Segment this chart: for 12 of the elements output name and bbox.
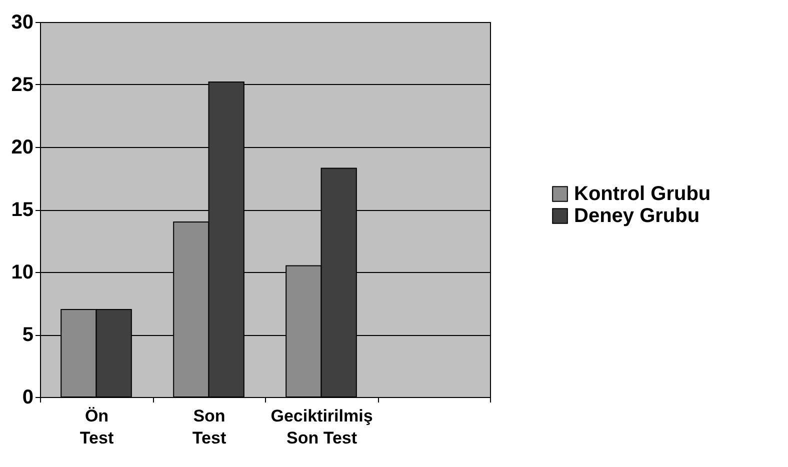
legend-label: Kontrol Grubu: [574, 183, 711, 205]
y-tick-label: 30: [11, 12, 34, 34]
x-tick-label: Son Test: [192, 406, 226, 448]
y-tick-label: 20: [11, 136, 34, 158]
y-tick-label: 10: [11, 262, 34, 284]
x-tick-label: Geciktirilmiş Son Test: [270, 406, 373, 448]
y-tick-label: 0: [22, 386, 34, 408]
y-tick-label: 15: [11, 199, 34, 221]
y-tick-label: 5: [22, 324, 34, 346]
x-tick-label: Ön Test: [80, 406, 114, 448]
legend-label: Deney Grubu: [574, 205, 700, 227]
y-tick-label: 25: [11, 74, 34, 96]
